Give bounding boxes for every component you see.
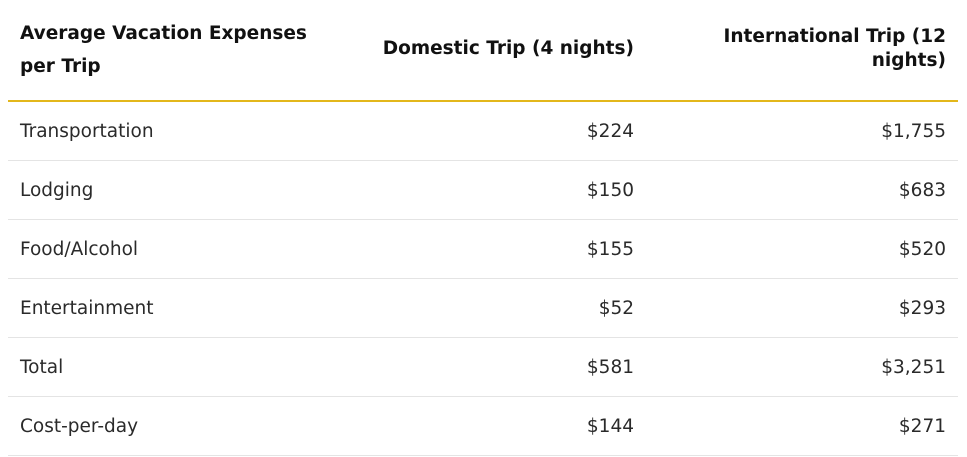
international-value: $683	[646, 160, 958, 220]
domestic-value: $155	[347, 219, 646, 279]
row-label: Food/Alcohol	[8, 219, 347, 279]
row-label: Transportation	[8, 101, 347, 161]
domestic-value: $224	[347, 101, 646, 161]
row-label: Cost-per-day	[8, 396, 347, 456]
vacation-expenses-table: Average Vacation Expenses per Trip Domes…	[8, 0, 958, 456]
international-value: $520	[646, 219, 958, 279]
expenses-table-container: Average Vacation Expenses per Trip Domes…	[8, 0, 958, 456]
international-value: $1,755	[646, 101, 958, 161]
international-value: $293	[646, 278, 958, 338]
domestic-value: $52	[347, 278, 646, 338]
row-label: Entertainment	[8, 278, 347, 338]
domestic-value: $150	[347, 160, 646, 220]
table-row: Food/Alcohol $155 $520	[8, 219, 958, 279]
table-row: Cost-per-day $144 $271	[8, 396, 958, 456]
domestic-value: $144	[347, 396, 646, 456]
row-label: Lodging	[8, 160, 347, 220]
table-row: Total $581 $3,251	[8, 337, 958, 397]
header-category: Average Vacation Expenses per Trip	[8, 0, 347, 102]
international-value: $3,251	[646, 337, 958, 397]
table-body: Transportation $224 $1,755 Lodging $150 …	[8, 101, 958, 456]
table-row: Entertainment $52 $293	[8, 278, 958, 338]
domestic-value: $581	[347, 337, 646, 397]
table-row: Transportation $224 $1,755	[8, 101, 958, 161]
international-value: $271	[646, 396, 958, 456]
row-label: Total	[8, 337, 347, 397]
header-domestic-trip: Domestic Trip (4 nights)	[347, 0, 646, 102]
header-international-trip: International Trip (12 nights)	[646, 0, 958, 102]
table-row: Lodging $150 $683	[8, 160, 958, 220]
table-header: Average Vacation Expenses per Trip Domes…	[8, 0, 958, 102]
header-row: Average Vacation Expenses per Trip Domes…	[8, 0, 958, 102]
